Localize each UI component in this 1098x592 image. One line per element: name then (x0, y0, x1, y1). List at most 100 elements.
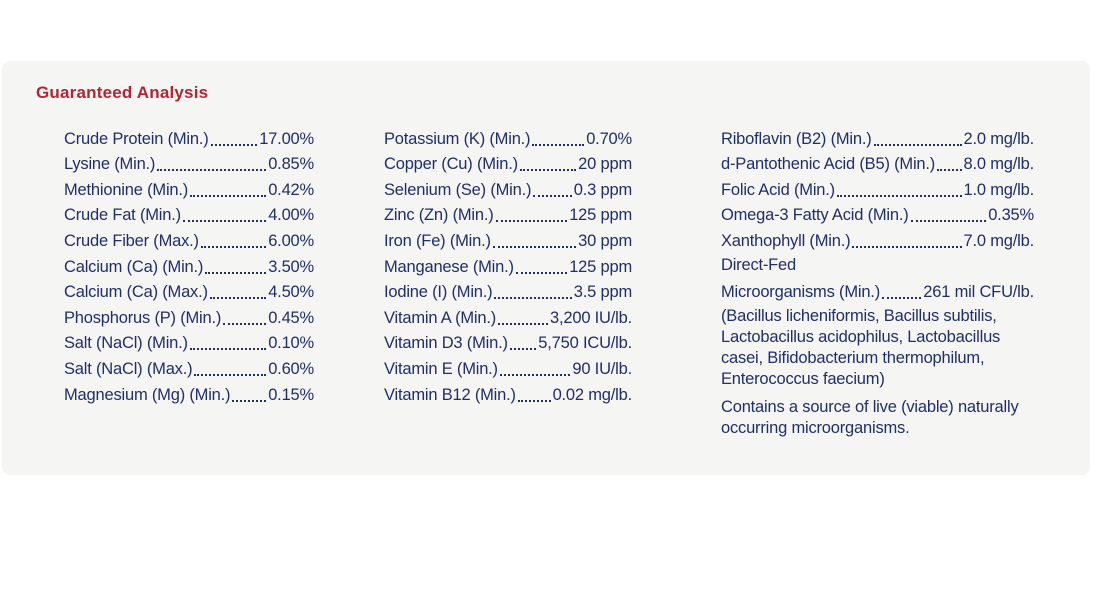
analysis-row: Folic Acid (Min.) 1.0 mg/lb. (721, 176, 1034, 202)
nutrient-label: Potassium (K) (Min.) (384, 129, 531, 148)
nutrient-value: 4.00% (268, 206, 314, 225)
dot-leader (182, 220, 267, 223)
dot-leader (200, 245, 267, 248)
nutrient-label: Iron (Fe) (Min.) (384, 231, 491, 250)
nutrient-value: 125 ppm (569, 206, 632, 225)
nutrient-label: Lysine (Min.) (64, 155, 156, 174)
guaranteed-analysis-panel: Guaranteed Analysis Crude Protein (Min.)… (2, 61, 1090, 475)
dot-leader (190, 194, 267, 197)
dot-leader (210, 143, 258, 146)
nutrient-value: 1.0 mg/lb. (963, 180, 1035, 199)
dot-leader (157, 169, 267, 172)
nutrient-label: Vitamin B12 (Min.) (384, 385, 516, 404)
dot-leader (882, 297, 922, 300)
nutrient-label: Vitamin A (Min.) (384, 308, 497, 327)
nutrient-value: 5,750 ICU/lb. (538, 334, 632, 353)
dot-leader (492, 245, 577, 248)
dot-leader (194, 373, 267, 376)
dot-leader (209, 297, 267, 300)
analysis-row: Zinc (Zn) (Min.) 125 ppm (384, 202, 632, 228)
nutrient-label: Vitamin E (Min.) (384, 359, 498, 378)
nutrient-value: 0.70% (586, 129, 632, 148)
dot-leader (509, 348, 537, 351)
dot-leader (498, 322, 548, 325)
nutrient-value: 0.15% (268, 385, 314, 404)
analysis-row: Salt (NaCl) (Min.) 0.10% (64, 330, 314, 356)
nutrient-label: Calcium (Ca) (Max.) (64, 283, 208, 302)
dot-leader (232, 399, 267, 402)
dot-leader (495, 220, 568, 223)
nutrient-label: Vitamin D3 (Min.) (384, 334, 508, 353)
nutrient-label: Copper (Cu) (Min.) (384, 155, 518, 174)
nutrient-label: d-Pantothenic Acid (B5) (Min.) (721, 155, 936, 174)
dot-leader (517, 399, 551, 402)
analysis-row: Riboflavin (B2) (Min.) 2.0 mg/lb. (721, 125, 1034, 151)
analysis-row: Calcium (Ca) (Max.) 4.50% (64, 279, 314, 305)
dot-leader (852, 245, 962, 248)
nutrient-label: Riboflavin (B2) (Min.) (721, 129, 872, 148)
nutrient-value: 0.60% (268, 359, 314, 378)
analysis-row: Copper (Cu) (Min.) 20 ppm (384, 151, 632, 177)
dot-leader (515, 271, 568, 274)
analysis-column-3-rows: Riboflavin (B2) (Min.) 2.0 mg/lb. d-Pantot… (721, 125, 1034, 253)
analysis-row: Salt (NaCl) (Max.) 0.60% (64, 355, 314, 381)
dot-leader (205, 271, 267, 274)
nutrient-value: 0.02 mg/lb. (552, 385, 633, 404)
nutrient-label: Salt (NaCl) (Max.) (64, 359, 193, 378)
analysis-row: Selenium (Se) (Min.) 0.3 ppm (384, 176, 632, 202)
nutrient-label: Folic Acid (Min.) (721, 180, 835, 199)
nutrient-value: 30 ppm (578, 231, 632, 250)
analysis-row: Magnesium (Mg) (Min.) 0.15% (64, 381, 314, 407)
nutrient-value: 0.85% (268, 155, 314, 174)
nutrient-value: 0.45% (268, 308, 314, 327)
analysis-row: Xanthophyll (Min.) 7.0 mg/lb. (721, 227, 1034, 253)
section-title: Guaranteed Analysis (36, 83, 209, 102)
nutrient-label: Methionine (Min.) (64, 180, 189, 199)
nutrient-label: Iodine (I) (Min.) (384, 283, 493, 302)
nutrient-value: 7.0 mg/lb. (963, 231, 1035, 250)
nutrient-value: 90 IU/lb. (572, 359, 632, 378)
nutrient-value: 3.50% (268, 257, 314, 276)
analysis-row: Crude Fat (Min.) 4.00% (64, 202, 314, 228)
nutrient-label: Crude Fat (Min.) (64, 206, 181, 225)
dot-leader (873, 143, 962, 146)
analysis-row: Microorganisms (Min.) 261 mil CFU/lb. (721, 279, 1034, 305)
dot-leader (910, 220, 987, 223)
analysis-row: Iron (Fe) (Min.) 30 ppm (384, 227, 632, 253)
nutrient-value: 20 ppm (578, 155, 632, 174)
microorganism-species-text: (Bacillus licheniformis, Bacillus subtil… (721, 307, 1001, 389)
nutrient-label: Manganese (Min.) (384, 257, 514, 276)
dot-leader (499, 373, 571, 376)
nutrient-label: Omega-3 Fatty Acid (Min.) (721, 206, 909, 225)
analysis-column-1: Crude Protein (Min.) 17.00% Lysine (Min.) 0… (64, 125, 314, 407)
nutrient-label: Microorganisms (Min.) (721, 283, 880, 302)
analysis-row: Vitamin E (Min.) 90 IU/lb. (384, 355, 632, 381)
nutrient-label: Xanthophyll (Min.) (721, 231, 851, 250)
dot-leader (937, 169, 962, 172)
nutrient-value: 3,200 IU/lb. (550, 308, 632, 327)
nutrient-value: 17.00% (259, 129, 314, 148)
analysis-row: Crude Fiber (Max.) 6.00% (64, 227, 314, 253)
nutrient-value: 3.5 ppm (573, 283, 632, 302)
dot-leader (223, 322, 267, 325)
analysis-row: Omega-3 Fatty Acid (Min.) 0.35% (721, 202, 1034, 228)
dot-leader (189, 348, 267, 351)
dot-leader (836, 194, 962, 197)
nutrient-value: 125 ppm (569, 257, 632, 276)
analysis-column-3: Riboflavin (B2) (Min.) 2.0 mg/lb. d-Pantot… (721, 125, 1034, 439)
nutrient-label: Crude Protein (Min.) (64, 129, 209, 148)
nutrient-label: Crude Fiber (Max.) (64, 231, 199, 250)
nutrient-value: 4.50% (268, 283, 314, 302)
analysis-row: Lysine (Min.) 0.85% (64, 151, 314, 177)
dot-leader (532, 143, 585, 146)
nutrient-label: Salt (NaCl) (Min.) (64, 334, 188, 353)
analysis-row: d-Pantothenic Acid (B5) (Min.) 8.0 mg/lb. (721, 151, 1034, 177)
analysis-row: Phosphorus (P) (Min.) 0.45% (64, 304, 314, 330)
nutrient-label: Calcium (Ca) (Min.) (64, 257, 204, 276)
analysis-row: Vitamin D3 (Min.) 5,750 ICU/lb. (384, 330, 632, 356)
nutrient-value: 2.0 mg/lb. (963, 129, 1035, 148)
analysis-column-2: Potassium (K) (Min.) 0.70% Copper (Cu) (Mi… (384, 125, 632, 407)
nutrient-value: 8.0 mg/lb. (963, 155, 1035, 174)
dot-leader (494, 297, 572, 300)
